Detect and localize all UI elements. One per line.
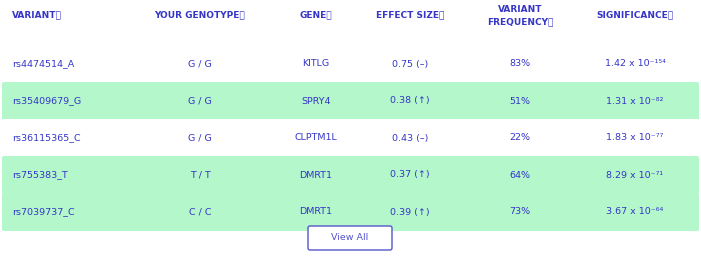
Text: EFFECT SIZEⓘ: EFFECT SIZEⓘ <box>376 11 444 20</box>
FancyBboxPatch shape <box>2 119 699 157</box>
Text: G / G: G / G <box>188 60 212 69</box>
Text: VARIANT: VARIANT <box>498 5 543 14</box>
Text: YOUR GENOTYPEⓘ: YOUR GENOTYPEⓘ <box>155 11 245 20</box>
Text: 0.37 (↑): 0.37 (↑) <box>390 171 430 180</box>
Text: 22%: 22% <box>510 133 531 142</box>
Text: 83%: 83% <box>510 60 531 69</box>
FancyBboxPatch shape <box>308 226 392 250</box>
Text: 0.38 (↑): 0.38 (↑) <box>390 96 430 106</box>
Text: 1.83 x 10⁻⁷⁷: 1.83 x 10⁻⁷⁷ <box>606 133 664 142</box>
FancyBboxPatch shape <box>2 82 699 120</box>
Text: rs4474514_A: rs4474514_A <box>12 60 74 69</box>
Text: rs7039737_C: rs7039737_C <box>12 207 74 216</box>
Text: G / G: G / G <box>188 133 212 142</box>
Text: GENEⓘ: GENEⓘ <box>300 11 332 20</box>
Text: VARIANTⓘ: VARIANTⓘ <box>12 11 62 20</box>
Text: rs35409679_G: rs35409679_G <box>12 96 81 106</box>
FancyBboxPatch shape <box>2 193 699 231</box>
Text: SPRY4: SPRY4 <box>301 96 331 106</box>
Text: T / T: T / T <box>190 171 210 180</box>
FancyBboxPatch shape <box>2 45 699 83</box>
Text: 0.39 (↑): 0.39 (↑) <box>390 207 430 216</box>
FancyBboxPatch shape <box>2 156 699 194</box>
Text: 8.29 x 10⁻⁷¹: 8.29 x 10⁻⁷¹ <box>606 171 664 180</box>
Text: DMRT1: DMRT1 <box>299 171 332 180</box>
Text: FREQUENCYⓘ: FREQUENCYⓘ <box>486 18 553 27</box>
Text: 73%: 73% <box>510 207 531 216</box>
Text: 1.31 x 10⁻⁸²: 1.31 x 10⁻⁸² <box>606 96 664 106</box>
Text: KITLG: KITLG <box>302 60 329 69</box>
Text: SIGNIFICANCEⓘ: SIGNIFICANCEⓘ <box>597 11 674 20</box>
Text: CLPTM1L: CLPTM1L <box>294 133 337 142</box>
Text: C / C: C / C <box>189 207 211 216</box>
Text: 64%: 64% <box>510 171 531 180</box>
Text: rs36115365_C: rs36115365_C <box>12 133 81 142</box>
Text: 1.42 x 10⁻¹⁵⁴: 1.42 x 10⁻¹⁵⁴ <box>604 60 665 69</box>
Text: DMRT1: DMRT1 <box>299 207 332 216</box>
Text: rs755383_T: rs755383_T <box>12 171 68 180</box>
Text: G / G: G / G <box>188 96 212 106</box>
Text: 3.67 x 10⁻⁶⁴: 3.67 x 10⁻⁶⁴ <box>606 207 664 216</box>
Text: View All: View All <box>332 233 369 243</box>
Text: 51%: 51% <box>510 96 531 106</box>
Text: 0.75 (–): 0.75 (–) <box>392 60 428 69</box>
Text: 0.43 (–): 0.43 (–) <box>392 133 428 142</box>
